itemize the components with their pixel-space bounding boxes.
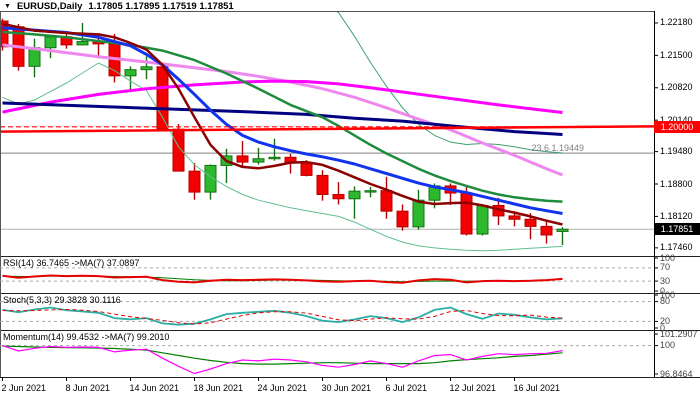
indicator-scale-label: 100 — [660, 340, 676, 351]
candle — [460, 192, 473, 235]
price-tick-label: 1.19480 — [660, 146, 693, 157]
indicator-scale-label: 100 — [660, 289, 676, 300]
time-tick-label: 2 Jun 2021 — [1, 383, 47, 393]
candle — [44, 36, 57, 49]
price-tick-label: 1.20820 — [660, 82, 693, 93]
price-tick-label: 1.18800 — [660, 178, 693, 189]
rsi-pane-label: RSI(14) 36.7465 ->MA(7) 37.0897 — [3, 258, 140, 268]
momentum-ma-line — [2, 345, 563, 365]
time-tick-label: 6 Jul 2021 — [385, 383, 428, 393]
candle — [476, 204, 489, 235]
indicator-scale-label: 0 — [660, 285, 666, 296]
time-tick-label: 18 Jun 2021 — [193, 383, 244, 393]
candle — [236, 155, 249, 163]
candle — [332, 193, 345, 200]
candle — [364, 190, 377, 193]
candle — [396, 210, 409, 228]
candle — [204, 164, 217, 193]
price-badge: 1.17851 — [654, 223, 700, 236]
momentum-pane-label: Momentum(14) 99.4532 ->MA(7) 99.2010 — [3, 332, 170, 342]
stoch-pane-label: Stoch(5,3,3) 29.3828 30.1116 — [3, 295, 121, 305]
candle — [76, 41, 89, 46]
price-tick-label: 1.22180 — [660, 17, 693, 28]
indicator-scale-label: 101.2907 — [660, 328, 698, 339]
indicator-scale-label: 80 — [660, 296, 671, 307]
candle — [268, 156, 281, 160]
candle — [348, 190, 361, 200]
candle — [124, 69, 137, 77]
band-lower-thin-green — [2, 62, 563, 252]
candle — [188, 170, 201, 193]
indicator-scale-label: 96.8464 — [660, 368, 693, 379]
price-tick-label: 1.20140 — [660, 114, 693, 125]
chart-titlebar: ▼ EURUSD,Daily 1.17805 1.17895 1.17519 1… — [4, 0, 234, 12]
ma-magenta-200 — [2, 79, 563, 114]
candle — [316, 174, 329, 195]
time-tick-label: 8 Jun 2021 — [65, 383, 111, 393]
price-badge: 1.20000 — [654, 120, 700, 133]
price-tick-label: 1.17460 — [660, 242, 693, 253]
indicator-scale-label: 20 — [660, 315, 671, 326]
candle — [0, 20, 9, 48]
time-tick-label: 30 Jun 2021 — [321, 383, 372, 393]
ma-navy — [2, 101, 563, 136]
candle — [300, 162, 313, 176]
indicator-scale-label: 30 — [660, 275, 671, 286]
momentum-line — [2, 345, 563, 375]
main-pane — [0, 11, 654, 252]
price-tick-label: 1.21500 — [660, 49, 693, 60]
candle — [412, 199, 425, 228]
time-tick-label: 14 Jun 2021 — [129, 383, 180, 393]
indicator-scale-label: 70 — [660, 262, 671, 273]
fibonacci-236-label: 23.6 1.19449 — [531, 143, 584, 153]
time-tick-label: 12 Jul 2021 — [449, 383, 497, 393]
candle — [540, 225, 553, 236]
candle — [508, 215, 521, 220]
price-tick-label: 1.18120 — [660, 210, 693, 221]
rsi-line — [2, 274, 563, 284]
candle — [380, 190, 393, 212]
symbol-dropdown-icon[interactable]: ▼ — [4, 2, 11, 10]
time-tick-label: 16 Jul 2021 — [513, 383, 561, 393]
time-tick-label: 24 Jun 2021 — [257, 383, 308, 393]
indicator-scale-label: 0 — [660, 322, 666, 333]
indicator-scale-label: 100 — [660, 252, 676, 263]
candle — [556, 228, 569, 232]
chart-ohlc-quotes: 1.17805 1.17895 1.17519 1.17851 — [88, 0, 234, 12]
candle — [156, 66, 169, 130]
candle — [140, 66, 153, 71]
ma-violet-slow — [2, 43, 564, 177]
ma-maroon-fast — [2, 22, 563, 226]
candle — [252, 158, 265, 163]
candle — [524, 218, 537, 227]
stoch-d-line — [2, 308, 563, 325]
ma-green-55 — [2, 30, 563, 203]
band-upper-thin-green — [334, 11, 563, 154]
chart-symbol-period: EURUSD,Daily — [16, 0, 83, 12]
candle — [172, 128, 185, 172]
